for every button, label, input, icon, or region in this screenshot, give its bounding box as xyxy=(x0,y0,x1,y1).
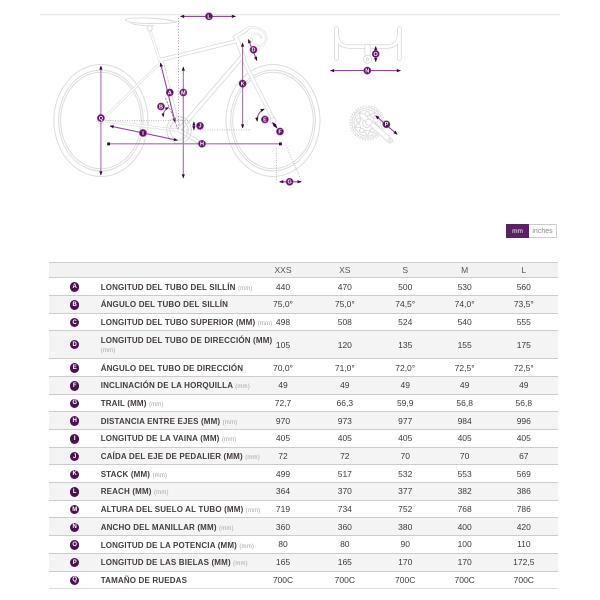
svg-text:A: A xyxy=(168,90,172,96)
svg-text:N: N xyxy=(365,69,369,75)
svg-text:J: J xyxy=(198,124,201,130)
svg-text:E: E xyxy=(263,117,267,123)
svg-text:K: K xyxy=(241,82,245,88)
svg-text:B: B xyxy=(159,104,163,110)
svg-text:Q: Q xyxy=(99,116,104,122)
svg-text:L: L xyxy=(207,14,211,20)
svg-text:G: G xyxy=(287,180,291,186)
svg-text:I: I xyxy=(142,131,144,137)
svg-text:F: F xyxy=(278,129,282,135)
svg-text:P: P xyxy=(385,122,389,128)
svg-text:H: H xyxy=(200,142,204,148)
svg-text:M: M xyxy=(181,90,186,96)
svg-text:O: O xyxy=(374,52,379,58)
svg-text:D: D xyxy=(252,48,256,54)
